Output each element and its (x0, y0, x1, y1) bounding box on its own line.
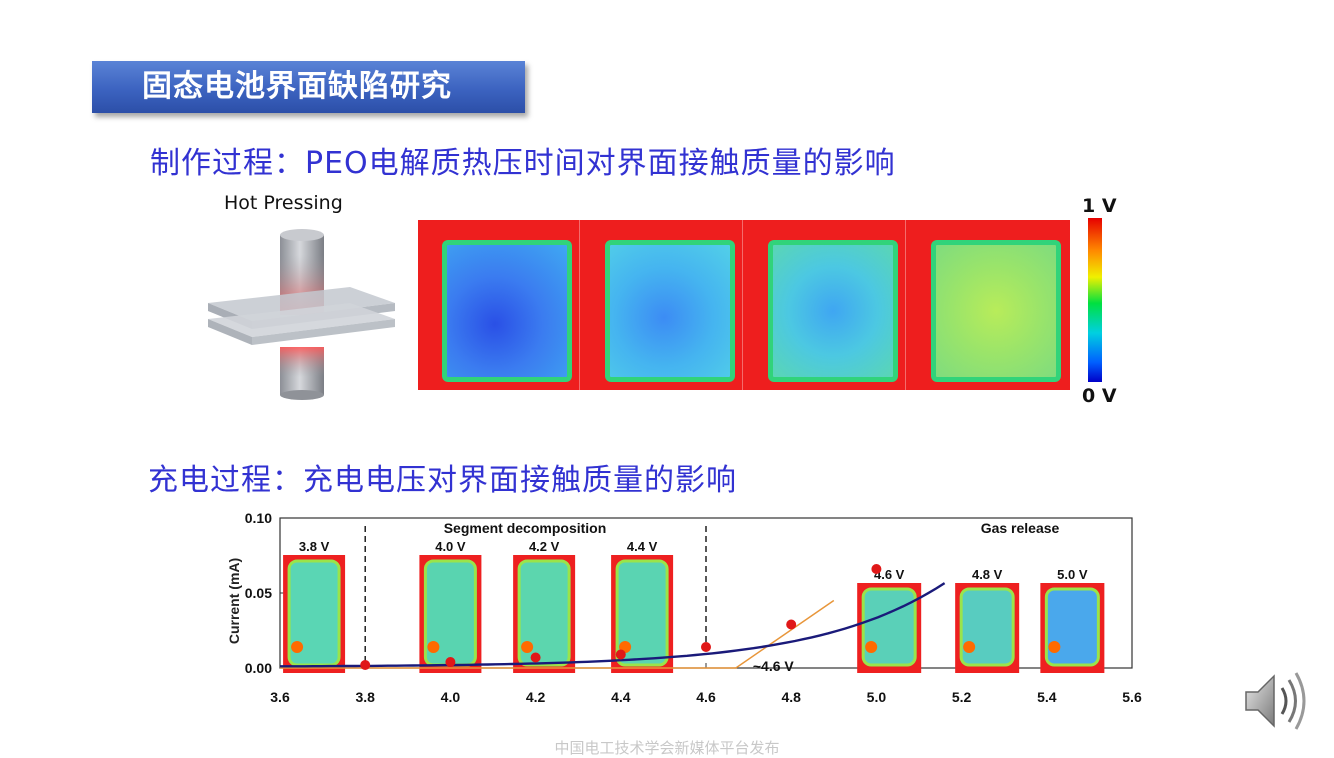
inset-voltage-label: 4.0 V (435, 539, 466, 554)
potential-map-3 (744, 220, 906, 390)
hot-press-illustration (208, 229, 395, 400)
section-heading-charging: 充电过程：充电电压对界面接触质量的影响 (148, 463, 737, 498)
section-heading-fabrication: 制作过程：PEO电解质热压时间对界面接触质量的影响 (150, 146, 896, 181)
inset-potential-map (283, 555, 346, 673)
scale-bottom-label: 0 V (1082, 385, 1117, 407)
tangent-line (280, 599, 835, 669)
inset-voltage-label: 3.8 V (299, 539, 330, 554)
x-tick-label: 4.6 (696, 689, 716, 705)
x-tick-label: 3.6 (270, 689, 290, 705)
y-tick-label: 0.00 (245, 660, 272, 676)
voltage-color-scale (1088, 218, 1102, 382)
slide-title-banner: 固态电池界面缺陷研究 (92, 61, 525, 113)
x-tick-label: 5.4 (1037, 689, 1057, 705)
potential-maps-strip (418, 220, 1070, 390)
inset-potential-map (857, 583, 922, 673)
x-tick-label: 4.8 (781, 689, 801, 705)
data-point (445, 657, 456, 667)
y-tick-label: 0.05 (245, 585, 272, 601)
current-voltage-chart: Current (mA) 3.6 3.8 4.0 4.2 4.4 4.6 4.8 5.0 5.2… (226, 510, 1142, 705)
inset-voltage-label: 4.6 V (874, 567, 905, 582)
gas-release-label: Gas release (981, 520, 1060, 536)
x-tick-label: 5.2 (952, 689, 972, 705)
data-point (871, 564, 882, 574)
potential-map-4 (907, 220, 1069, 390)
data-point (360, 660, 371, 670)
x-tick-label: 3.8 (355, 689, 375, 705)
inset-voltage-label: 4.8 V (972, 567, 1003, 582)
inset-voltage-label: 4.4 V (627, 539, 658, 554)
inset-voltage-label: 4.2 V (529, 539, 560, 554)
data-point (786, 619, 797, 630)
hot-pressing-label: Hot Pressing (224, 192, 343, 214)
inset-potential-map (955, 583, 1020, 673)
x-tick-label: 5.0 (867, 689, 887, 705)
x-tick-label: 5.6 (1122, 689, 1142, 705)
onset-voltage-label: ~4.6 V (753, 658, 795, 674)
y-tick-label: 0.10 (245, 510, 272, 526)
inset-voltage-label: 5.0 V (1057, 567, 1088, 582)
scale-top-label: 1 V (1082, 195, 1117, 217)
segment-decomposition-label: Segment decomposition (444, 520, 607, 536)
potential-map-1 (418, 220, 580, 390)
x-tick-label: 4.0 (441, 689, 461, 705)
inset-potential-map (1040, 583, 1105, 673)
inset-potential-map (513, 555, 576, 673)
x-tick-label: 4.4 (611, 689, 631, 705)
data-point (530, 652, 541, 663)
y-axis-label: Current (mA) (226, 558, 242, 644)
speaker-icon[interactable] (1240, 668, 1310, 733)
inset-potential-map (419, 555, 482, 673)
slide-title: 固态电池界面缺陷研究 (142, 69, 452, 104)
x-tick-label: 4.2 (526, 689, 546, 705)
footer-publisher: 中国电工技术学会新媒体平台发布 (554, 739, 780, 757)
potential-map-2 (581, 220, 743, 390)
data-point (615, 649, 626, 660)
current-curve (280, 582, 946, 668)
inset-potential-map (611, 555, 674, 673)
data-point (701, 642, 711, 652)
